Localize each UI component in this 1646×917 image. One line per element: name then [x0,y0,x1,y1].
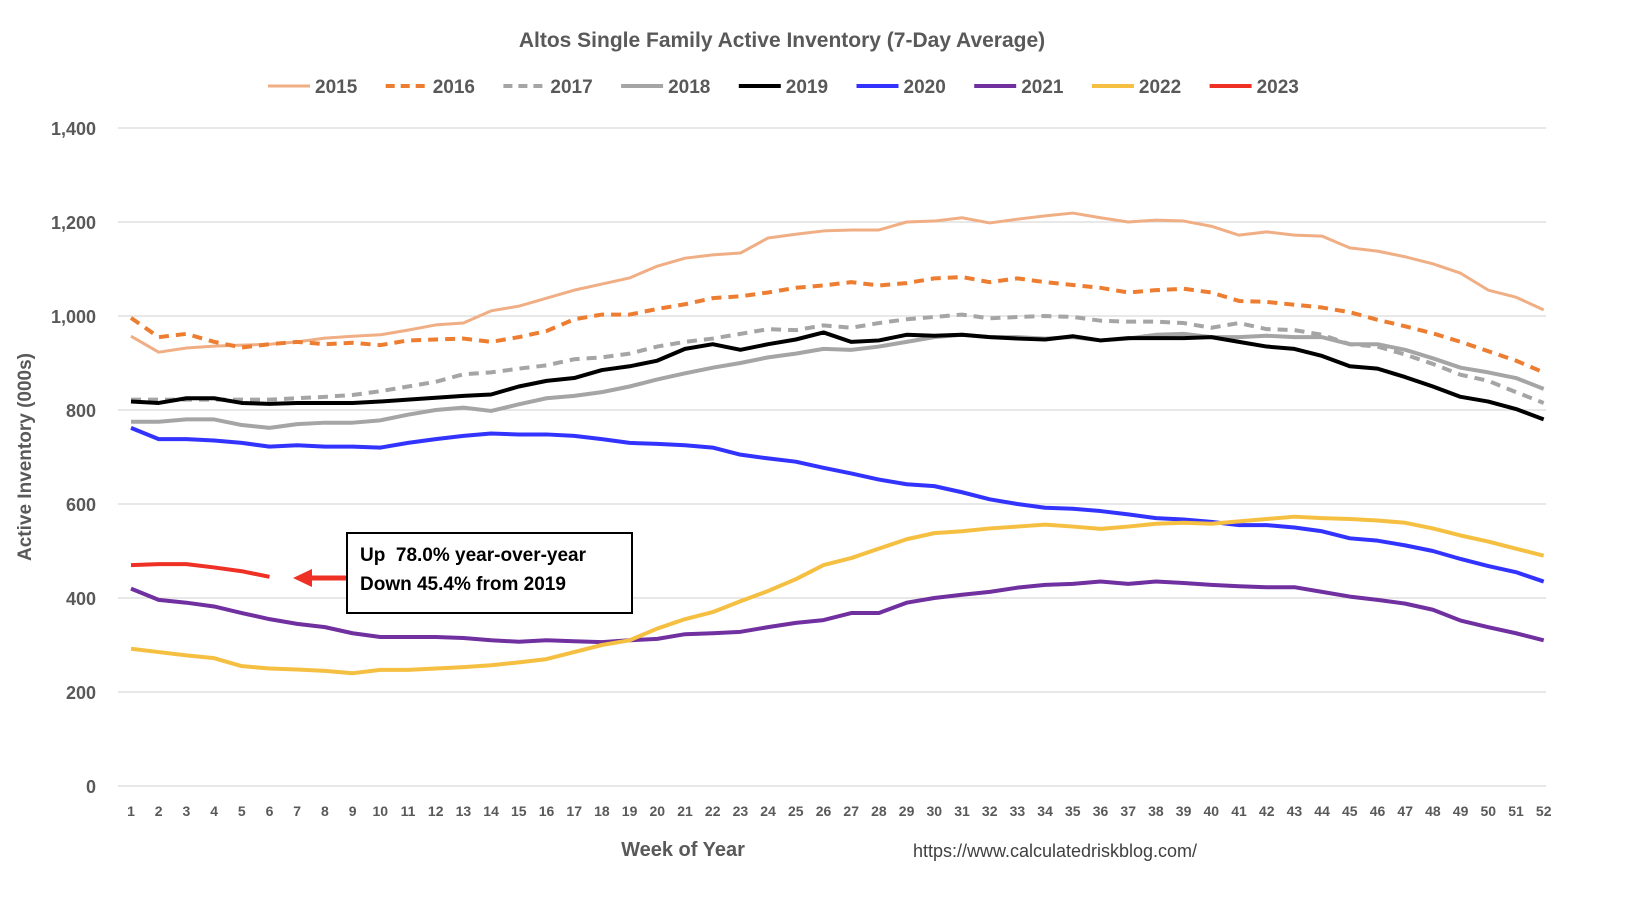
y-tick-label: 0 [86,777,96,797]
x-tick-label: 10 [373,803,389,819]
y-tick-label: 200 [66,683,96,703]
x-tick-label: 15 [511,803,527,819]
annotation-box [346,532,633,614]
x-tick-label: 6 [266,803,274,819]
x-tick-label: 46 [1370,803,1386,819]
x-tick-label: 28 [871,803,887,819]
legend-label-2022: 2022 [1139,77,1181,98]
x-tick-label: 1 [127,803,135,819]
x-axis-ticks: 1 2 3 4 5 6 7 8 9 10 11 12 13 14 15 16 17 18 19 20 21 22 23 24 2… [127,803,1552,819]
series-line-2021 [130,579,1545,645]
x-tick-label: 30 [927,803,943,819]
x-tick-label: 48 [1425,803,1441,819]
x-tick-label: 32 [982,803,998,819]
legend: 2015 2016 2017 2018 2019 2020 2021 2022 2023 [268,77,1299,98]
x-tick-label: 14 [483,803,499,819]
x-tick-label: 2 [155,803,163,819]
x-tick-label: 31 [954,803,970,819]
y-tick-label: 1,200 [51,213,96,233]
gridlines [118,127,1546,787]
annotation-line-1: Up 78.0% year-over-year [360,545,587,566]
legend-label-2016: 2016 [433,77,475,98]
annotation: Up 78.0% year-over-year Down 45.4% from … [293,532,633,614]
x-tick-label: 25 [788,803,804,819]
x-tick-label: 9 [349,803,357,819]
x-tick-label: 4 [210,803,218,819]
x-tick-label: 37 [1120,803,1136,819]
series-line-2023 [130,562,270,579]
x-tick-label: 18 [594,803,610,819]
x-tick-label: 49 [1453,803,1469,819]
x-tick-label: 12 [428,803,444,819]
series-line-2018 [131,331,1545,430]
y-tick-label: 1,000 [51,307,96,327]
x-tick-label: 35 [1065,803,1081,819]
x-tick-label: 44 [1314,803,1330,819]
x-tick-label: 47 [1397,803,1413,819]
series-line-2019 [130,330,1545,422]
legend-label-2018: 2018 [668,77,710,98]
x-tick-label: 24 [760,803,776,819]
x-tick-label: 7 [293,803,301,819]
x-tick-label: 29 [899,803,915,819]
x-tick-label: 51 [1508,803,1524,819]
x-tick-label: 19 [622,803,638,819]
x-tick-label: 50 [1481,803,1497,819]
legend-label-2020: 2020 [904,77,946,98]
x-tick-label: 45 [1342,803,1358,819]
series-line-2015 [130,211,1545,354]
y-axis-label: Active Inventory (000s) [15,353,36,561]
x-tick-label: 39 [1176,803,1192,819]
annotation-arrow-head [293,569,312,587]
x-tick-label: 26 [816,803,832,819]
x-tick-label: 43 [1287,803,1303,819]
x-tick-label: 13 [456,803,472,819]
series-line-2022 [130,514,1545,676]
annotation-line-2: Down 45.4% from 2019 [360,574,566,595]
x-tick-label: 41 [1231,803,1247,819]
x-tick-label: 36 [1093,803,1109,819]
x-tick-label: 21 [677,803,693,819]
x-tick-label: 8 [321,803,329,819]
x-tick-label: 16 [539,803,555,819]
source-url: https://www.calculatedriskblog.com/ [913,841,1197,861]
x-tick-label: 11 [401,803,416,819]
x-tick-label: 5 [238,803,246,819]
x-tick-label: 27 [843,803,859,819]
x-tick-label: 33 [1010,803,1026,819]
x-tick-label: 3 [183,803,191,819]
y-tick-label: 400 [66,589,96,609]
series-lines [129,211,1545,676]
x-tick-label: 17 [566,803,582,819]
x-axis-label: Week of Year [621,839,745,861]
series-line-2020 [130,426,1545,584]
x-tick-label: 52 [1536,803,1552,819]
y-axis-ticks: 0 200 400 600 800 1,000 1,200 1,400 [51,119,96,797]
y-tick-label: 800 [66,401,96,421]
legend-label-2021: 2021 [1021,77,1064,98]
x-tick-label: 42 [1259,803,1275,819]
series-line-2016 [129,274,1545,375]
x-tick-label: 34 [1037,803,1053,819]
y-tick-label: 600 [66,495,96,515]
x-tick-label: 40 [1204,803,1220,819]
legend-label-2019: 2019 [786,77,828,98]
y-tick-label: 1,400 [51,119,96,139]
x-tick-label: 22 [705,803,721,819]
legend-label-2023: 2023 [1257,77,1299,98]
legend-label-2017: 2017 [550,77,592,98]
x-tick-label: 20 [650,803,666,819]
legend-label-2015: 2015 [315,77,358,98]
chart-title: Altos Single Family Active Inventory (7-… [519,29,1045,52]
x-tick-label: 23 [733,803,749,819]
x-tick-label: 38 [1148,803,1164,819]
